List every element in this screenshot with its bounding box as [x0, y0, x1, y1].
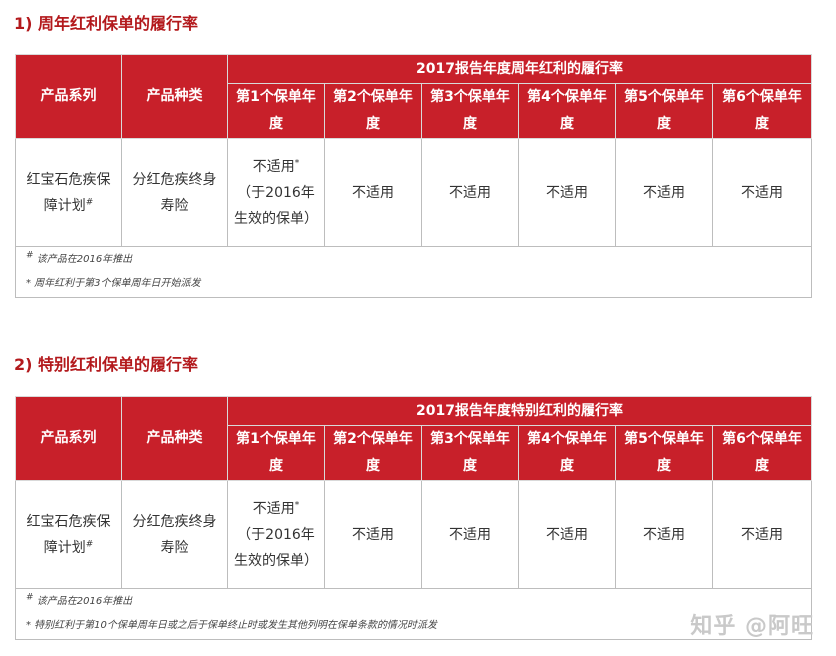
cell-year-1: 不适用* （于2016年生效的保单） [227, 138, 325, 247]
cell-product-type: 分红危疾终身寿险 [121, 480, 228, 589]
note-launch: # 该产品在2016年推出 [26, 592, 133, 607]
header-year-6: 第6个保单年度 [711, 425, 813, 481]
annual-dividend-table: 产品系列 产品种类 2017报告年度周年红利的履行率 第1个保单年度 第2个保单… [14, 54, 813, 298]
header-product-series: 产品系列 [15, 396, 122, 481]
section-title-special-bonus: 2) 特别红利保单的履行率 [14, 355, 199, 374]
cell-year-4: 不适用 [518, 480, 616, 589]
header-product-series: 产品系列 [15, 54, 122, 139]
header-group-title: 2017报告年度特别红利的履行率 [226, 396, 813, 426]
header-year-1: 第1个保单年度 [227, 425, 325, 481]
header-year-4: 第4个保单年度 [518, 83, 616, 139]
header-year-4: 第4个保单年度 [518, 425, 616, 481]
header-product-type: 产品种类 [121, 396, 228, 481]
cell-product-type: 分红危疾终身寿险 [121, 138, 228, 247]
cell-year-5: 不适用 [615, 138, 713, 247]
cell-year-2: 不适用 [324, 480, 422, 589]
header-year-5: 第5个保单年度 [615, 83, 713, 139]
cell-year-1: 不适用* （于2016年生效的保单） [227, 480, 325, 589]
cell-year-5: 不适用 [615, 480, 713, 589]
table-notes: # 该产品在2016年推出 * 周年红利于第3个保单周年日开始派发 [14, 246, 813, 298]
cell-year-6: 不适用 [711, 480, 813, 589]
note-dividend-start: * 周年红利于第3个保单周年日开始派发 [26, 278, 201, 289]
cell-year-3: 不适用 [421, 138, 519, 247]
header-year-3: 第3个保单年度 [421, 425, 519, 481]
table-notes: # 该产品在2016年推出 * 特别红利于第10个保单周年日或之后于保单终止时或… [14, 588, 813, 640]
cell-year-6: 不适用 [711, 138, 813, 247]
header-year-2: 第2个保单年度 [324, 425, 422, 481]
cell-product-series: 红宝石危疾保障计划# [15, 138, 122, 247]
section-title-annual-dividend: 1) 周年红利保单的履行率 [14, 14, 199, 33]
cell-year-3: 不适用 [421, 480, 519, 589]
note-special-bonus: * 特别红利于第10个保单周年日或之后于保单终止时或发生其他列明在保单条款的情况… [26, 620, 437, 631]
header-year-5: 第5个保单年度 [615, 425, 713, 481]
header-group-title: 2017报告年度周年红利的履行率 [226, 54, 813, 84]
watermark: 知乎 @阿旺 [690, 614, 814, 639]
special-bonus-table: 产品系列 产品种类 2017报告年度特别红利的履行率 第1个保单年度 第2个保单… [14, 396, 813, 640]
header-product-type: 产品种类 [121, 54, 228, 139]
header-year-1: 第1个保单年度 [227, 83, 325, 139]
cell-year-2: 不适用 [324, 138, 422, 247]
cell-product-series: 红宝石危疾保障计划# [15, 480, 122, 589]
header-year-2: 第2个保单年度 [324, 83, 422, 139]
note-launch: # 该产品在2016年推出 [26, 250, 133, 265]
cell-year-4: 不适用 [518, 138, 616, 247]
header-year-6: 第6个保单年度 [711, 83, 813, 139]
header-year-3: 第3个保单年度 [421, 83, 519, 139]
